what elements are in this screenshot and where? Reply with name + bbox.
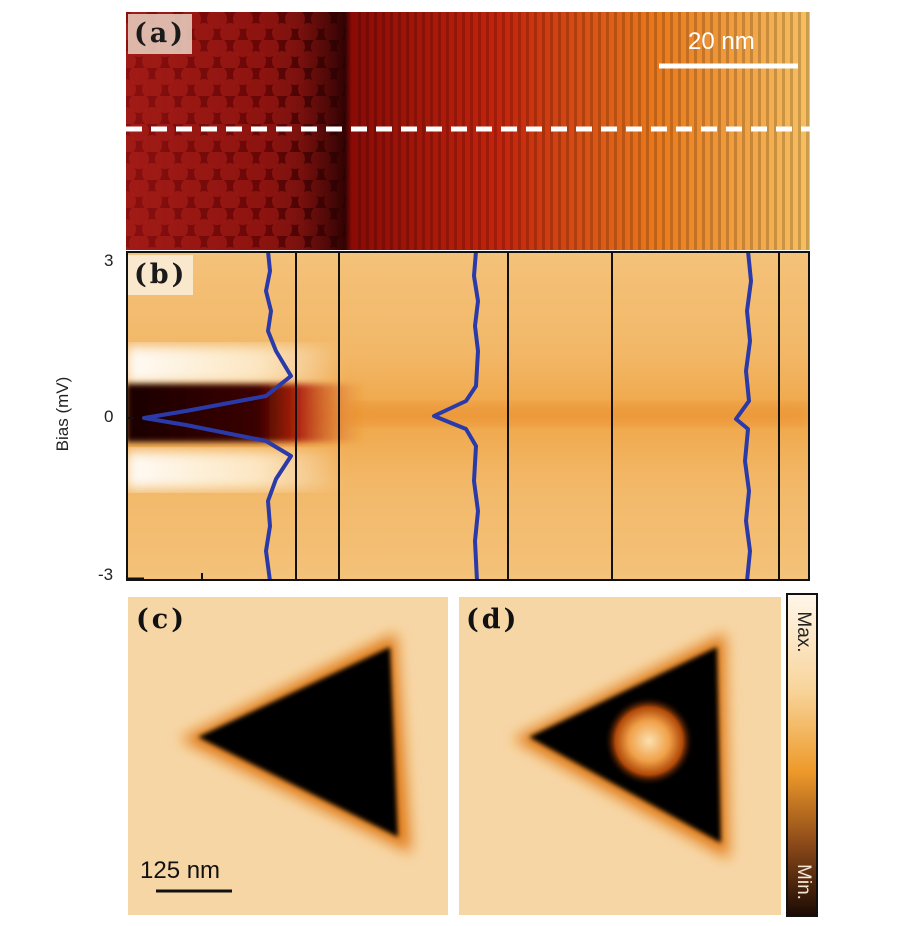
triangle-map-d — [459, 597, 781, 915]
y-tick-zero: 0 — [104, 407, 114, 426]
colorbar-min-label: Min. — [793, 864, 814, 900]
spectrum-curve-3 — [734, 251, 753, 581]
panel-label-c: (c) — [136, 604, 187, 635]
y-tick-top: 3 — [104, 251, 114, 270]
conductance-map-b — [126, 251, 810, 581]
y-tick-bottom: -3 — [98, 565, 114, 584]
colorbar-max-label: Max. — [793, 611, 814, 653]
vortex-core — [604, 696, 694, 786]
panel-label-a: (a) — [128, 14, 193, 54]
panel-label-d: (d) — [466, 604, 520, 635]
spectrum-curve-2 — [432, 251, 480, 581]
y-axis-label: Bias (mV) — [53, 376, 72, 452]
topography-image-a — [126, 12, 810, 250]
scale-bar-label-a: 20 nm — [688, 28, 755, 55]
scale-bar-label-c: 125 nm — [140, 857, 221, 884]
triangle-map-c — [128, 597, 448, 915]
panel-label-b: (b) — [128, 255, 194, 295]
spectrum-curve-1 — [142, 251, 293, 581]
colorbar — [786, 593, 818, 917]
